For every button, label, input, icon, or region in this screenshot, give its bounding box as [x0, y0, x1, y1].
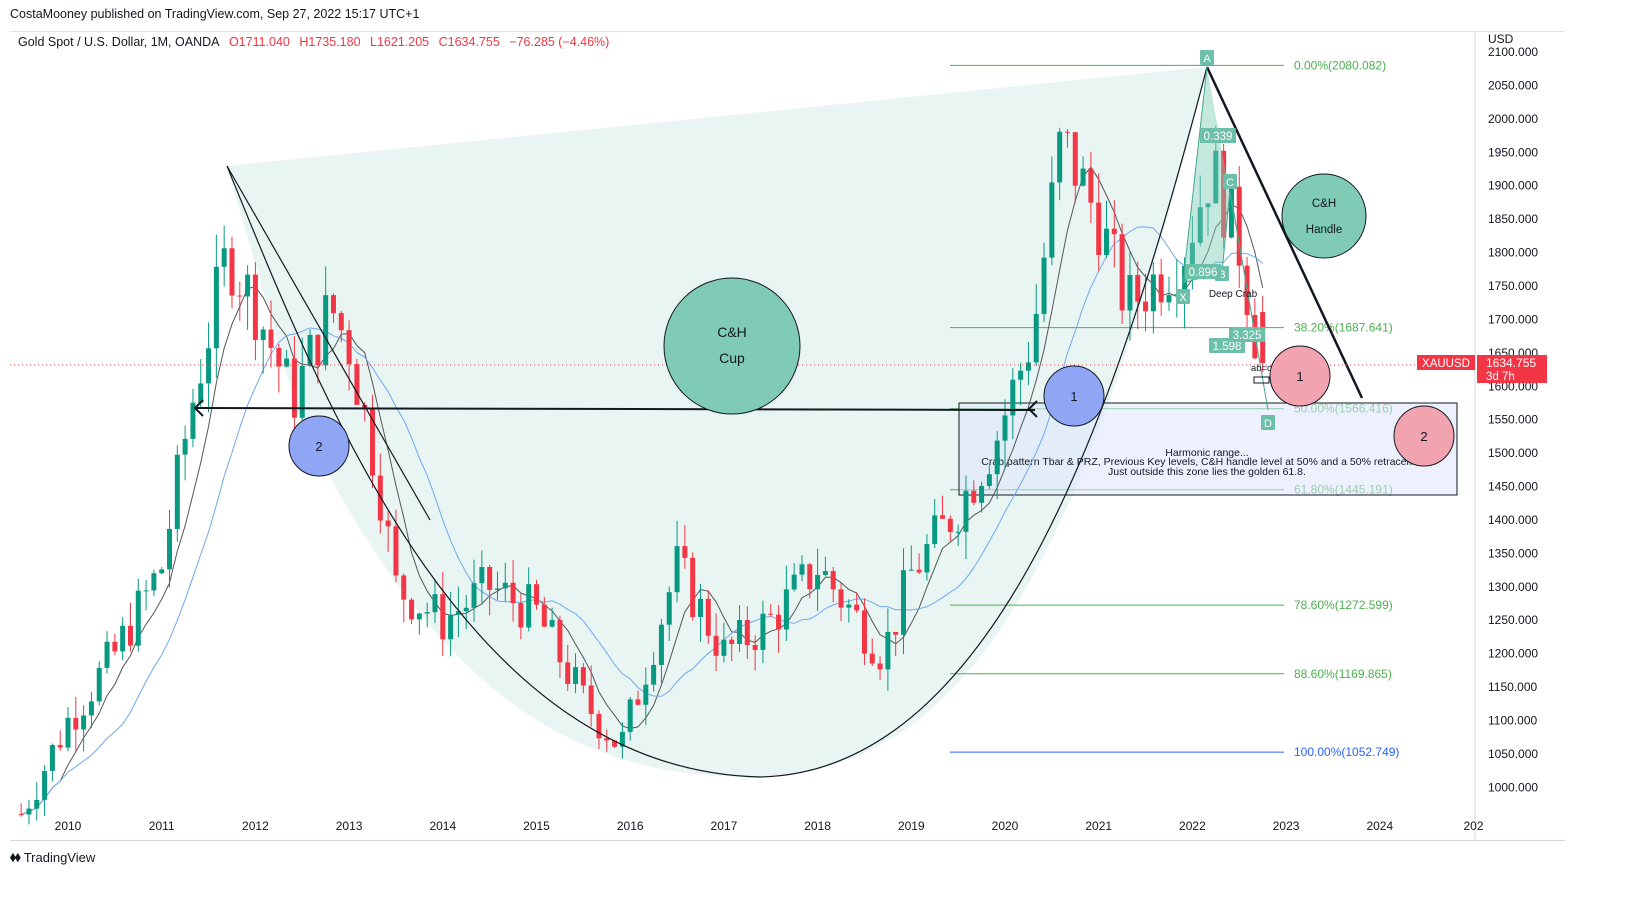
tradingview-logo-icon: ⬧⬧ — [10, 849, 21, 864]
symbol-title[interactable]: Gold Spot / U.S. Dollar, 1M, OANDA — [18, 35, 220, 49]
ohlc-change: −76.285 (−4.46%) — [509, 35, 610, 49]
currency-label: USD — [1488, 32, 1514, 46]
chart-frame — [10, 31, 1565, 841]
ohlc-high: H1735.180 — [299, 35, 361, 49]
ohlc-open: O1711.040 — [228, 35, 290, 49]
ohlc-close: C1634.755 — [438, 35, 500, 49]
publisher-info: CostaMooney published on TradingView.com… — [10, 7, 420, 21]
tradingview-brand: TradingView — [23, 849, 96, 865]
symbol-legend: Gold Spot / U.S. Dollar, 1M, OANDA O1711… — [18, 35, 615, 49]
ohlc-low: L1621.205 — [370, 35, 430, 49]
tradingview-logo[interactable]: ⬧⬧ TradingView — [10, 849, 95, 865]
